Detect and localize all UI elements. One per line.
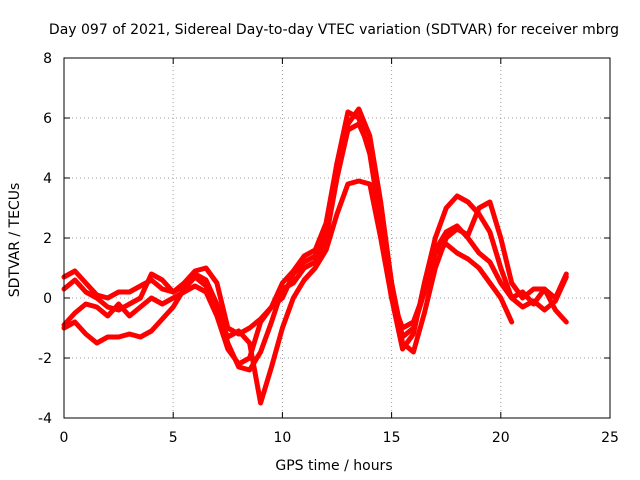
chart-title: Day 097 of 2021, Sidereal Day-to-day VTE… [49, 22, 619, 38]
series-track-4 [61, 106, 569, 367]
x-tick-label: 20 [492, 430, 510, 446]
y-axis-label: SDTVAR / TECUs [7, 183, 23, 298]
x-tick-label: 25 [601, 430, 619, 446]
x-tick-label: 5 [169, 430, 178, 446]
x-tick-label: 15 [383, 430, 401, 446]
y-tick-labels: -4 -2 0 2 4 6 8 [38, 51, 52, 427]
y-tick-label: 2 [43, 231, 52, 247]
y-tick-label: 8 [43, 51, 52, 67]
axes [63, 57, 611, 419]
series-track-2 [61, 121, 569, 373]
x-tick-labels: 0 5 10 15 20 25 [60, 430, 619, 446]
y-tick-label: -4 [38, 411, 52, 427]
x-tick-label: 10 [273, 430, 291, 446]
grid-lines [64, 58, 610, 418]
x-axis-label: GPS time / hours [275, 458, 392, 474]
y-tick-label: 0 [43, 291, 52, 307]
data-series [61, 106, 569, 406]
series-track-1 [61, 109, 569, 352]
x-tick-label: 0 [60, 430, 69, 446]
y-tick-label: 6 [43, 111, 52, 127]
y-tick-label: -2 [38, 351, 52, 367]
y-tick-label: 4 [43, 171, 52, 187]
